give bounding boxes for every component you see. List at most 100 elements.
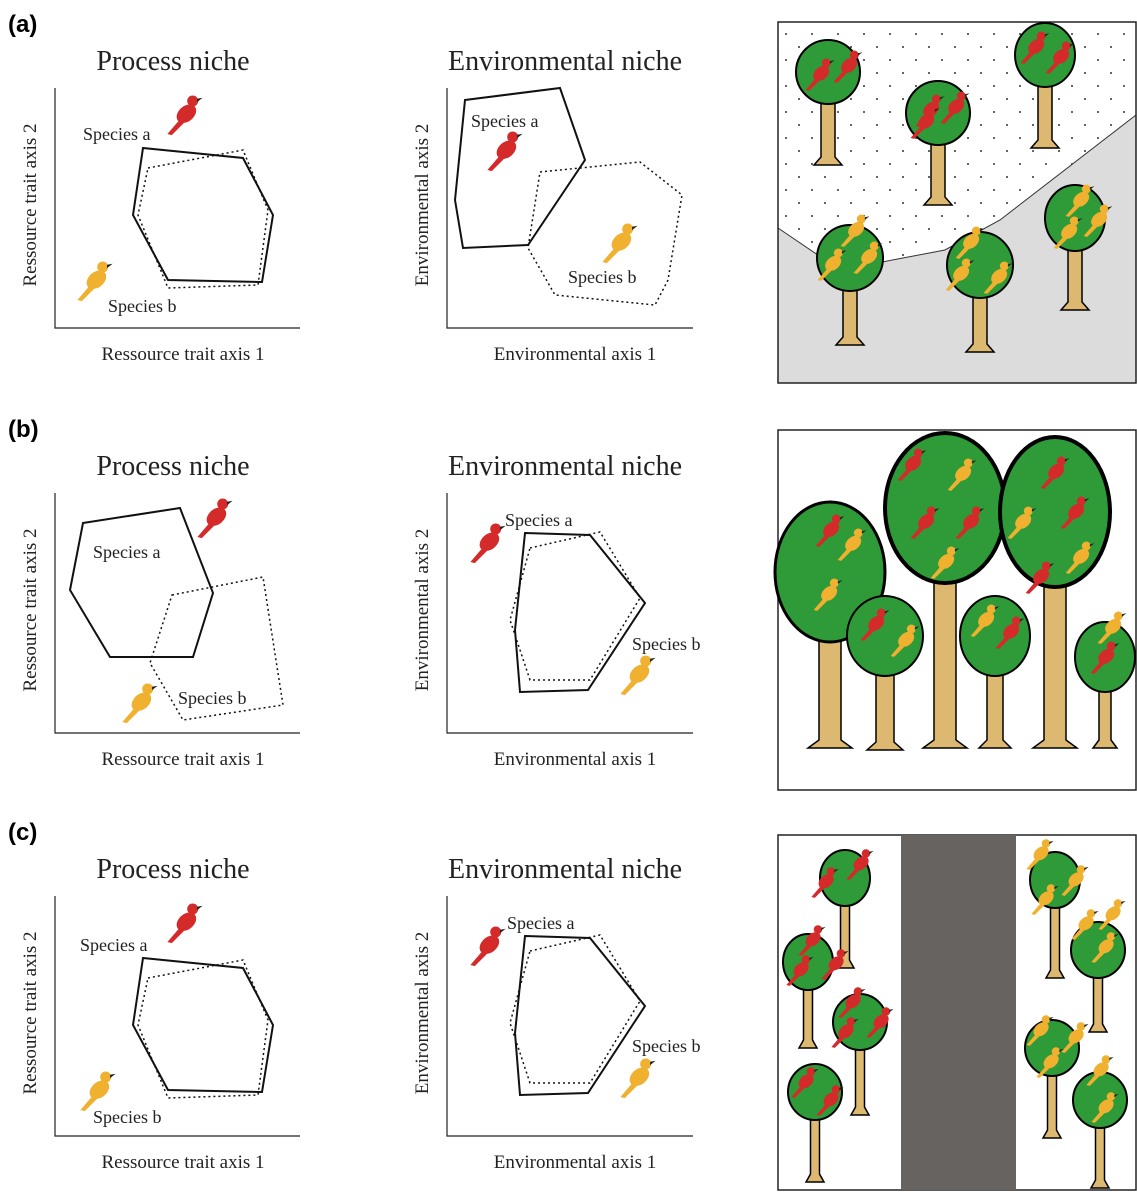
bird-head [1042, 839, 1051, 848]
y-axis-label: Environmental axis 2 [412, 529, 433, 692]
bird-head [814, 925, 823, 934]
bird-head [850, 51, 859, 60]
bird-icon [620, 1059, 655, 1099]
species-b-label: Species b [632, 1036, 700, 1056]
species-a-label: Species a [83, 124, 150, 144]
bird-head [832, 515, 841, 524]
bird-head [870, 242, 879, 251]
bird-icon [167, 96, 202, 136]
niche-b [138, 150, 268, 288]
road [901, 835, 1016, 1190]
species-b-label: Species b [108, 296, 176, 316]
species-b-label: Species b [178, 688, 246, 708]
x-axis-label: Environmental axis 1 [494, 1152, 657, 1173]
bird-head [490, 927, 501, 938]
bird-head [142, 684, 153, 695]
figure: (a)Process nicheRessource trait axis 1Re… [0, 0, 1137, 1192]
bird-head [862, 849, 871, 858]
bird-beak [517, 134, 523, 138]
bird-head [1100, 205, 1109, 214]
species-a-label: Species a [507, 913, 574, 933]
niche-a [133, 148, 273, 282]
bird-head [187, 904, 198, 915]
bird-head [1062, 42, 1071, 51]
bird-head [972, 507, 981, 516]
bird-head [507, 132, 518, 143]
species-b-label: Species b [632, 634, 700, 654]
x-axis-label: Ressource trait axis 1 [101, 749, 264, 770]
bird-beak [197, 98, 203, 102]
bird-head [1000, 262, 1009, 271]
niche-b [510, 532, 640, 680]
bird-head [962, 259, 971, 268]
bird-head [1024, 507, 1033, 516]
bird-head [854, 987, 863, 996]
bird-head [1057, 457, 1066, 466]
niche-a [133, 958, 273, 1092]
panel-label: (c) [8, 819, 37, 846]
bird-head [100, 1072, 111, 1083]
niche-a [70, 508, 213, 657]
x-axis-label: Environmental axis 1 [494, 749, 657, 770]
x-axis-label: Ressource trait axis 1 [101, 344, 264, 365]
niche-title: Environmental niche [448, 46, 682, 77]
bird-head [914, 449, 923, 458]
bird-head [987, 605, 996, 614]
niche-a [515, 533, 645, 692]
bird-head [927, 507, 936, 516]
bird-head [1102, 1055, 1111, 1064]
bird-head [837, 949, 846, 958]
bird-head [1082, 185, 1091, 194]
bird-head [1114, 612, 1123, 621]
bird-icon [167, 904, 202, 944]
y-axis-label: Ressource trait axis 2 [20, 931, 41, 1094]
species-b-label: Species b [93, 1107, 161, 1127]
tree-crown [1000, 437, 1110, 587]
y-axis-label: Environmental axis 2 [412, 124, 433, 287]
bird-icon [602, 224, 637, 264]
bird-icon [470, 927, 505, 967]
bird-icon [487, 132, 522, 172]
bird-beak [632, 226, 638, 230]
bird-head [1012, 617, 1021, 626]
niche-title: Process niche [96, 451, 249, 482]
species-a-label: Species a [505, 510, 572, 530]
species-a-label: Species a [471, 111, 538, 131]
bird-head [1077, 865, 1086, 874]
bird-head [1107, 642, 1116, 651]
niche-b [510, 935, 640, 1083]
bird-head [882, 1007, 891, 1016]
bird-beak [650, 658, 656, 662]
bird-head [1047, 884, 1056, 893]
y-axis-label: Environmental axis 2 [412, 932, 433, 1095]
bird-head [490, 524, 501, 535]
bird-head [830, 579, 839, 588]
bird-icon [80, 1072, 115, 1112]
bird-head [932, 95, 941, 104]
bird-head [187, 96, 198, 107]
niche-title: Environmental niche [448, 451, 682, 482]
bird-icon [122, 684, 157, 724]
bird-head [1082, 542, 1091, 551]
niche-title: Environmental niche [448, 854, 682, 885]
bird-head [964, 459, 973, 468]
bird-beak [110, 1074, 116, 1078]
bird-head [802, 955, 811, 964]
bird-beak [107, 264, 113, 268]
bird-icon [620, 656, 655, 696]
niche-b [138, 960, 268, 1098]
y-axis-label: Ressource trait axis 2 [20, 528, 41, 691]
bird-head [927, 107, 936, 116]
bird-head [622, 224, 633, 235]
bird-head [807, 1067, 816, 1076]
bird-head [857, 215, 866, 224]
bird-icon [197, 499, 232, 539]
bird-head [822, 59, 831, 68]
bird-head [1077, 497, 1086, 506]
bird-head [1042, 1015, 1051, 1024]
bird-head [957, 92, 966, 101]
bird-head [1042, 562, 1051, 571]
bird-icon [470, 524, 505, 564]
bird-head [907, 625, 916, 634]
x-axis-label: Ressource trait axis 1 [101, 1152, 264, 1173]
